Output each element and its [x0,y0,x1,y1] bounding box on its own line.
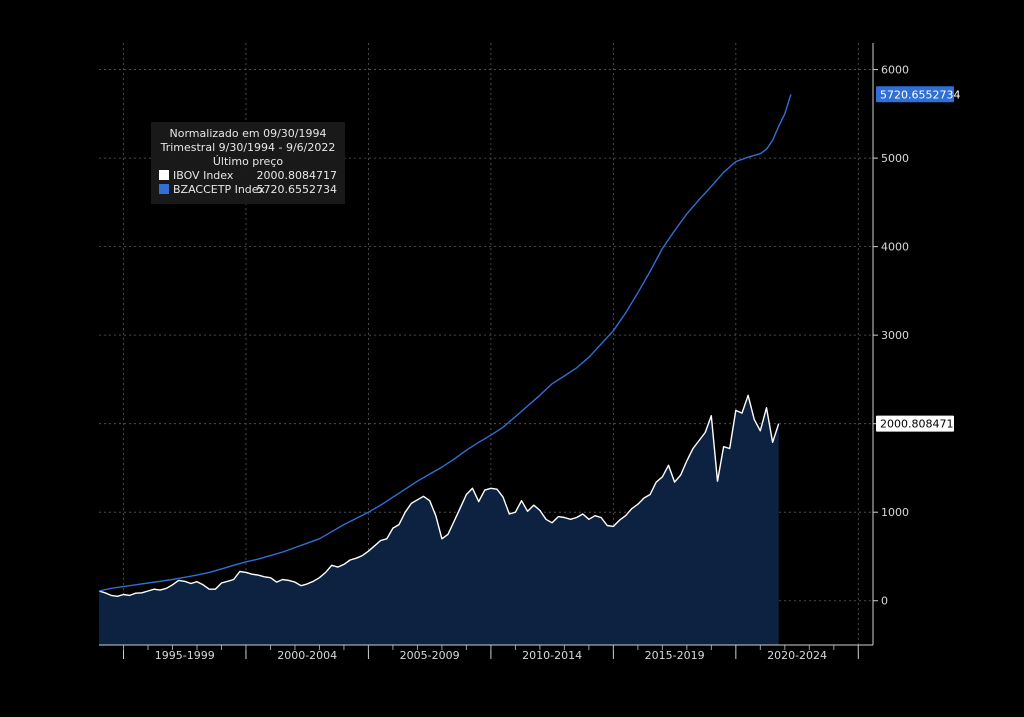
y-tick-label: 6000 [881,64,909,77]
legend-swatch-1 [159,184,169,194]
legend-box [151,122,345,204]
x-tick-label: 1995-1999 [155,649,215,662]
y-tick-label: 5000 [881,152,909,165]
legend-entry-label: BZACCETP Index [173,183,265,196]
x-tick-label: 2020-2024 [767,649,827,662]
x-tick-label: 2005-2009 [400,649,460,662]
legend-title-line: Trimestral 9/30/1994 - 9/6/2022 [160,141,336,154]
last-value-label-1: 5720.6552734 [880,88,960,101]
legend-title-line: Normalizado em 09/30/1994 [170,127,327,140]
y-tick-label: 1000 [881,506,909,519]
legend-entry-label: IBOV Index [173,169,234,182]
legend-title-line: Último preço [213,155,283,168]
y-tick-label: 3000 [881,329,909,342]
last-value-label-0: 2000.8084717 [880,418,960,431]
series-line-0 [98,394,780,597]
last-value-labels: 2000.8084717 5720.6552734 [876,86,960,432]
legend-swatch-0 [159,170,169,180]
last-value-box-1 [876,86,954,103]
legend-entry-value: 5720.6552734 [257,183,337,196]
last-value-box-0 [876,415,954,432]
series-layer [98,94,792,645]
series-area-0 [99,395,779,645]
y-tick-label: 4000 [881,241,909,254]
x-tick-label: 2000-2004 [277,649,337,662]
x-tick-label: 2010-2014 [522,649,582,662]
legend-entry-value: 2000.8084717 [257,169,337,182]
x-tick-label: 2015-2019 [645,649,705,662]
y-tick-label: 0 [881,595,888,608]
series-line-1 [98,94,792,592]
